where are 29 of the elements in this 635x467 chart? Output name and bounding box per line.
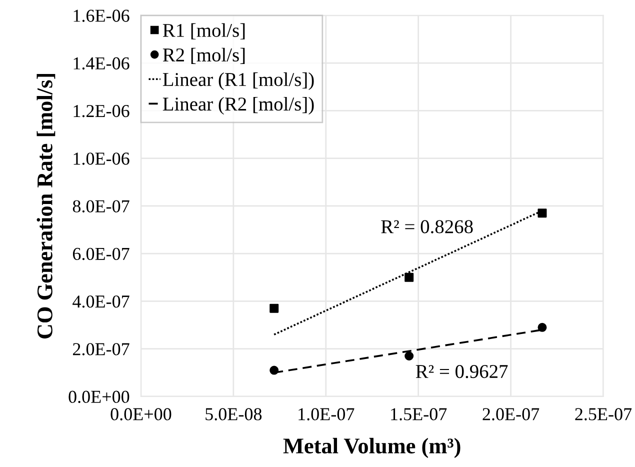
annotation: R² = 0.8268 [381, 220, 473, 234]
x-tick-label: 1.0E-07 [298, 408, 354, 420]
legend-label: R1 [mol/s] [162, 23, 245, 40]
y-tick-label: 1.4E-06 [74, 57, 130, 70]
x-tick-label: 0.0E+00 [110, 408, 172, 420]
x-tick-label: 1.5E-07 [391, 408, 447, 420]
y-tick-label: 8.0E-07 [72, 200, 130, 212]
y-tick-label: 0.0E+00 [68, 390, 130, 404]
annotation: R² = 0.9627 [416, 364, 508, 378]
point [270, 366, 279, 375]
legend-label: Linear (R1 [mol/s]) [162, 72, 314, 90]
x-tick-label: 5.0E-08 [206, 408, 262, 420]
y-tick-label: 1.6E-06 [74, 10, 130, 22]
y-tick-label: 4.0E-07 [72, 295, 130, 308]
y-tick-label: 6.0E-07 [72, 248, 130, 260]
y-axis-title: CO Generation Rate [mol/s] [36, 74, 56, 338]
x-tick-label: 2.0E-07 [482, 408, 540, 420]
y-tick-label: 1.2E-06 [74, 104, 130, 118]
legend-label: R2 [mol/s] [162, 48, 245, 64]
point [538, 322, 547, 332]
y-tick-label: 1.0E-06 [74, 152, 130, 165]
point [270, 304, 279, 313]
point [404, 351, 414, 360]
legend-label: Linear (R2 [mol/s]) [162, 96, 314, 115]
x-axis-title: Metal Volume (m³) [283, 438, 460, 458]
x-tick-label: 2.5E-07 [575, 408, 632, 420]
y-tick-label: 2.0E-07 [72, 343, 130, 356]
point [538, 208, 547, 218]
point [404, 272, 414, 282]
